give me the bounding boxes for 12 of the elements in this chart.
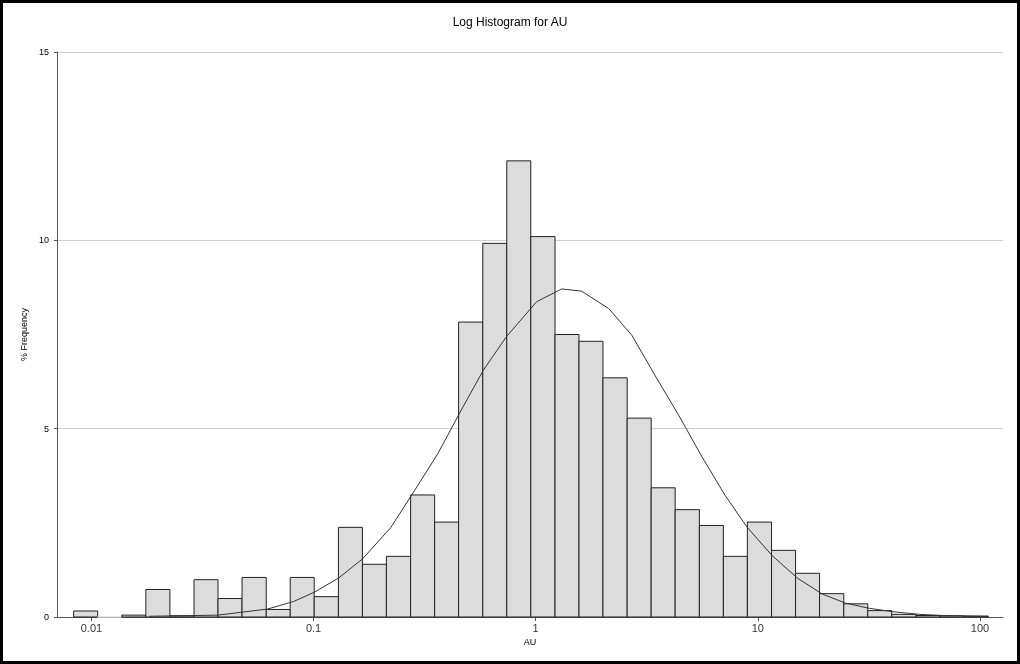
x-tick-label: 1 <box>532 621 539 634</box>
y-tick-label: 0 <box>43 612 49 622</box>
x-axis-title: AU <box>523 637 537 648</box>
y-tick-label: 10 <box>38 235 49 246</box>
x-tick-label: 10 <box>751 621 764 634</box>
y-tick-label: 5 <box>43 423 49 434</box>
x-tick-label: 0.1 <box>305 621 322 634</box>
y-axis-title: % Frequency <box>18 307 29 362</box>
x-tick-label: 100 <box>970 621 990 634</box>
chart-title: Log Histogram for AU <box>452 15 568 29</box>
x-tick-label: 0.01 <box>80 621 103 634</box>
y-tick-label: 15 <box>38 47 49 57</box>
